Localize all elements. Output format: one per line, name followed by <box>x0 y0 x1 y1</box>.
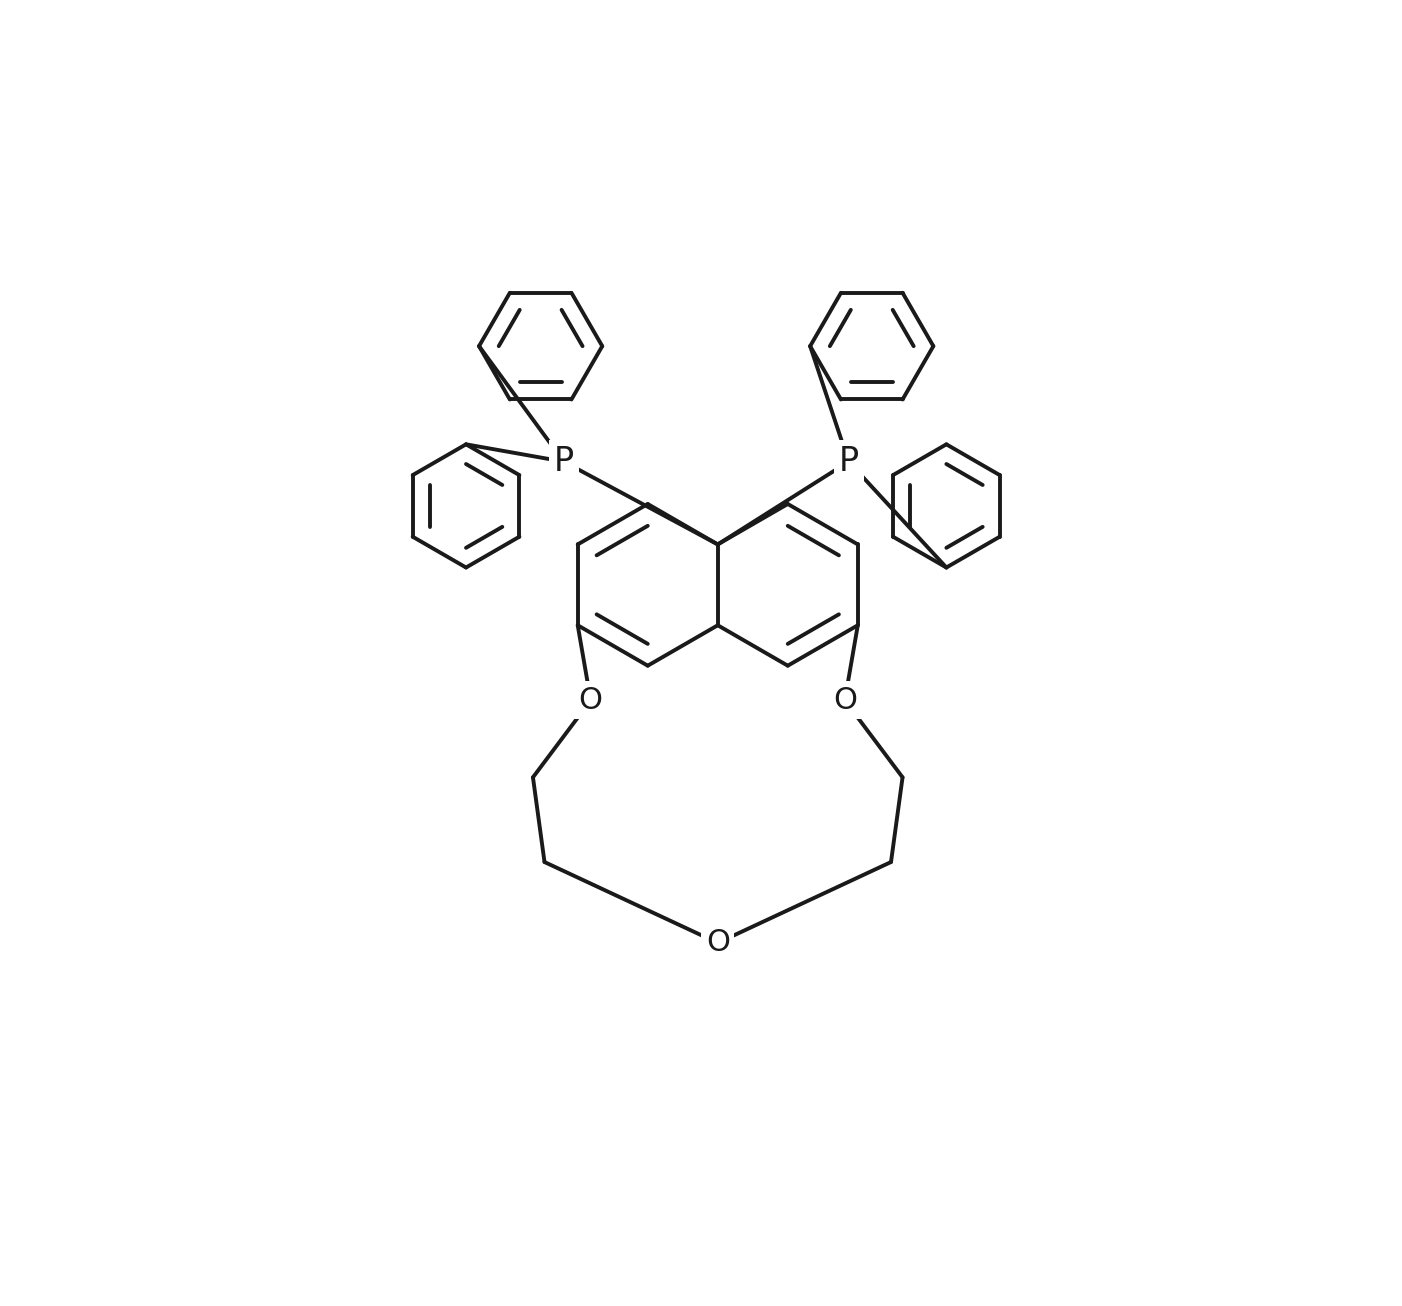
Text: O: O <box>833 686 857 714</box>
Text: O: O <box>705 929 730 957</box>
Text: P: P <box>838 445 858 478</box>
Text: P: P <box>554 445 573 478</box>
Text: O: O <box>579 686 603 714</box>
